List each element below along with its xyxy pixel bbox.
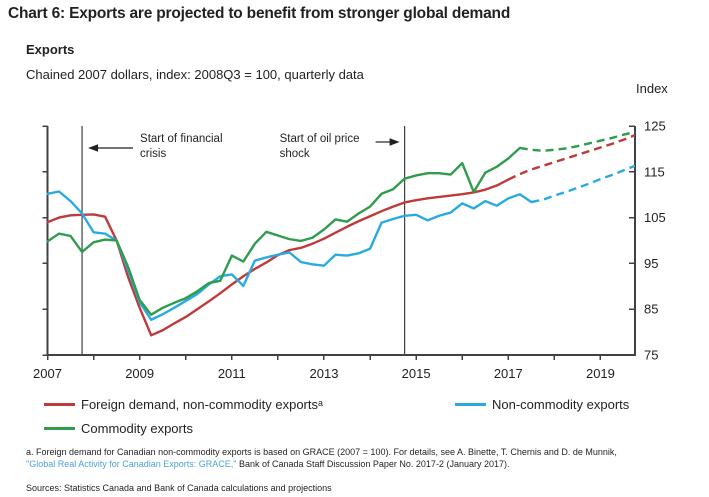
legend-swatch-green-line [44,427,75,430]
legend-swatch-blue-line [455,403,486,406]
x-axis-tick-label: 2017 [494,366,523,381]
footnote: a. Foreign demand for Canadian non-commo… [26,446,694,470]
x-axis-tick-label: 2007 [33,366,62,381]
legend-item-commodity-exports: Commodity exports [44,421,193,436]
right-arrow-icon [389,138,400,146]
y-axis-tick-label: 105 [644,210,666,225]
units-subtitle: Chained 2007 dollars, index: 2008Q3 = 10… [26,67,364,82]
series-line-non-commodity-exports [46,190,533,321]
footnote-text-2: Bank of Canada Staff Discussion Paper No… [236,459,510,470]
y-axis-unit-label: Index [636,81,668,96]
page-title: Chart 6: Exports are projected to benefi… [8,5,511,22]
legend-label: Non-commodity exports [492,397,630,412]
series-projection-non-commodity-exports [531,164,636,204]
x-axis-tick-label: 2011 [218,366,246,381]
series-line-commodity-exports [46,146,522,316]
series-line-foreign-demand-non-commodity-exports [46,178,510,337]
panel-title: Exports [26,42,75,57]
footnote-text-1: a. Foreign demand for Canadian non-commo… [26,447,617,457]
left-arrow-icon [88,144,99,152]
event-annotation-line2: shock [280,148,310,160]
x-axis-tick-label: 2013 [310,366,339,381]
x-axis-tick-label: 2019 [586,366,615,381]
event-annotation-line1: Start of oil price [280,133,360,145]
y-axis-tick-label: 125 [644,119,666,134]
y-axis-tick-label: 85 [644,302,658,317]
footnote-link[interactable]: "Global Real Activity for Canadian Expor… [26,459,237,470]
series-projection-commodity-exports [519,130,636,152]
legend-item-non-commodity-exports: Non-commodity exports [455,397,629,412]
x-axis-tick-label: 2015 [402,366,431,381]
legend-swatch-red-line [44,403,75,406]
legend-label: Commodity exports [81,421,193,436]
event-annotation-line2: crisis [140,148,166,160]
legend-item-foreign-demand: Foreign demand, non-commodity exportsᵃ [44,397,323,412]
y-axis-tick-label: 115 [644,164,665,179]
y-axis-tick-label: 75 [644,348,658,363]
y-axis-tick-label: 95 [644,256,658,271]
series-projection-foreign-demand-non-commodity-exports [507,134,636,181]
event-annotation-line1: Start of financial [140,133,222,145]
x-axis-tick-label: 2009 [125,366,154,381]
sources-line: Sources: Statistics Canada and Bank of C… [26,483,332,493]
legend-label: Foreign demand, non-commodity exportsᵃ [81,397,323,412]
